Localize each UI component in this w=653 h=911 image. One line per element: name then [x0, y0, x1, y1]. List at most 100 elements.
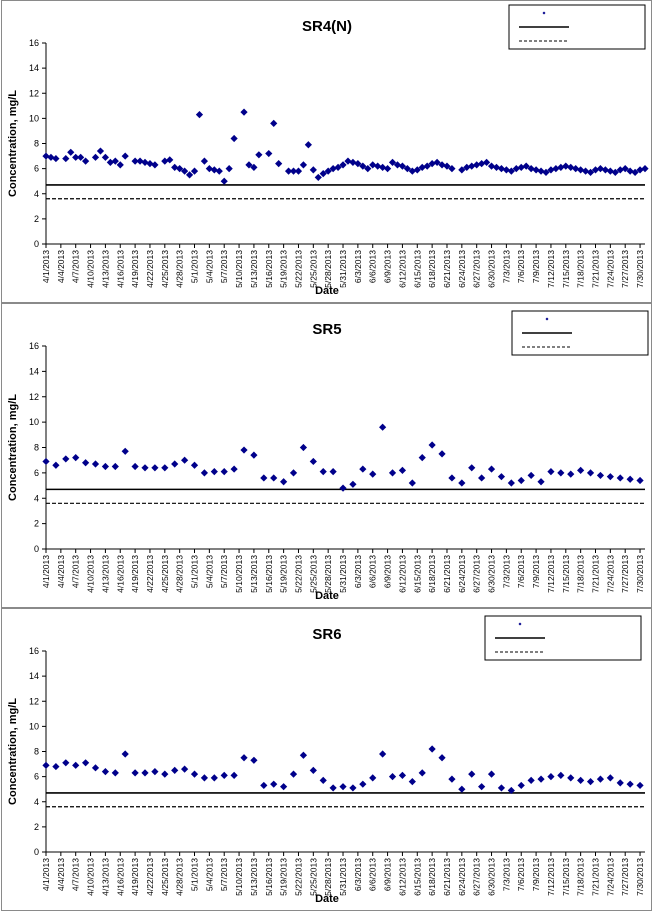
data-point [596, 775, 605, 783]
data-point [577, 466, 585, 474]
data-point [309, 166, 317, 174]
y-axis-title: Concentration, mg/L [7, 698, 19, 805]
data-point [359, 465, 367, 473]
chart-svg: SR4(N) 0 2 4 6 8 10 12 14 16 4/1/2013 4/4/2013 4/7/2… [7, 4, 649, 297]
data-point [161, 157, 169, 165]
y-tick-label: 12 [29, 392, 39, 402]
data-point [304, 141, 312, 149]
data-point [487, 162, 496, 170]
data-point [319, 468, 327, 476]
data-point [522, 162, 530, 170]
data-point [388, 469, 397, 477]
data-point [275, 160, 283, 168]
data-point [62, 759, 70, 767]
data-point [344, 157, 352, 165]
legend [511, 310, 649, 356]
x-tick-label: 7/27/2013 [620, 250, 630, 288]
data-point [329, 784, 337, 792]
y-axis-title: Concentration, mg/L [7, 394, 19, 501]
data-point [423, 162, 431, 170]
data-point [537, 478, 545, 486]
data-point [517, 163, 525, 171]
data-point [309, 766, 317, 774]
chart-panel-sr6: SR6 0 2 4 6 8 10 12 14 16 4/1/2013 4/4/2013 4/7/2013… [1, 608, 652, 911]
data-point [294, 167, 303, 175]
data-point [151, 161, 159, 169]
data-point [319, 776, 327, 784]
x-tick-label: 5/1/2013 [190, 250, 200, 283]
data-point [181, 765, 189, 773]
data-point [181, 456, 189, 464]
data-point [398, 162, 407, 170]
chart-panel-sr5: SR5 0 2 4 6 8 10 12 14 16 4/1/2013 4/4/2013 4/7/2013… [1, 303, 652, 608]
data-point [418, 769, 426, 777]
x-tick-label: 6/30/2013 [487, 555, 497, 593]
data-point [72, 761, 80, 769]
data-point [240, 754, 248, 762]
data-point [284, 167, 293, 175]
data-point [507, 167, 515, 175]
data-point [364, 165, 372, 173]
data-point [131, 769, 139, 777]
data-point [270, 119, 278, 127]
x-tick-label: 7/21/2013 [590, 555, 600, 593]
x-tick-label: 6/24/2013 [457, 858, 467, 896]
data-point [542, 168, 550, 176]
x-tick-label: 4/1/2013 [41, 555, 51, 588]
x-tick-label: 7/30/2013 [635, 250, 645, 288]
x-tick-label: 7/9/2013 [531, 858, 541, 891]
data-point [230, 771, 238, 779]
data-point [265, 149, 273, 158]
x-tick-label: 7/12/2013 [546, 250, 556, 288]
data-point [161, 770, 169, 778]
data-point [185, 171, 194, 179]
data-point [497, 165, 506, 173]
data-point [626, 167, 634, 175]
data-point [527, 165, 535, 173]
data-point [349, 480, 357, 488]
data-point [448, 474, 456, 482]
x-tick-label: 4/25/2013 [160, 858, 170, 896]
data-point [433, 158, 441, 166]
data-point [334, 163, 342, 171]
x-tick-label: 5/22/2013 [293, 858, 303, 896]
data-point [339, 783, 347, 791]
x-tick-label: 4/4/2013 [56, 858, 66, 891]
x-tick-label: 6/6/2013 [368, 858, 378, 891]
x-tick-label: 6/18/2013 [427, 250, 437, 288]
data-point [478, 474, 486, 482]
legend [508, 4, 646, 50]
data-point [339, 161, 347, 169]
data-point [557, 163, 565, 171]
x-tick-label: 5/10/2013 [234, 555, 244, 593]
x-tick-label: 7/30/2013 [635, 858, 645, 896]
x-tick-label: 6/3/2013 [353, 858, 363, 891]
data-point [91, 153, 100, 161]
data-point [121, 750, 129, 758]
data-point [52, 461, 60, 469]
x-tick-label: 6/9/2013 [383, 858, 393, 891]
x-tick-label: 7/9/2013 [531, 555, 541, 588]
x-tick-label: 6/21/2013 [442, 555, 452, 593]
data-point [146, 160, 154, 168]
data-point [314, 173, 322, 182]
x-tick-label: 6/18/2013 [427, 858, 437, 896]
x-tick-label: 4/10/2013 [86, 858, 96, 896]
data-point [210, 774, 218, 782]
data-point [215, 167, 223, 175]
x-tick-label: 7/12/2013 [546, 858, 556, 896]
y-tick-label: 6 [34, 468, 39, 478]
y-tick-label: 8 [34, 747, 39, 757]
x-tick-label: 7/15/2013 [561, 250, 571, 288]
x-tick-label: 7/3/2013 [501, 555, 511, 588]
x-tick-label: 4/7/2013 [71, 250, 81, 283]
data-point [468, 464, 476, 472]
data-point [606, 167, 614, 175]
data-point [141, 464, 149, 472]
x-tick-label: 7/30/2013 [635, 555, 645, 593]
data-point [492, 163, 501, 171]
data-point [42, 457, 50, 466]
data-point [507, 786, 515, 795]
x-tick-label: 4/22/2013 [145, 250, 155, 288]
x-tick-label: 5/31/2013 [338, 250, 348, 288]
